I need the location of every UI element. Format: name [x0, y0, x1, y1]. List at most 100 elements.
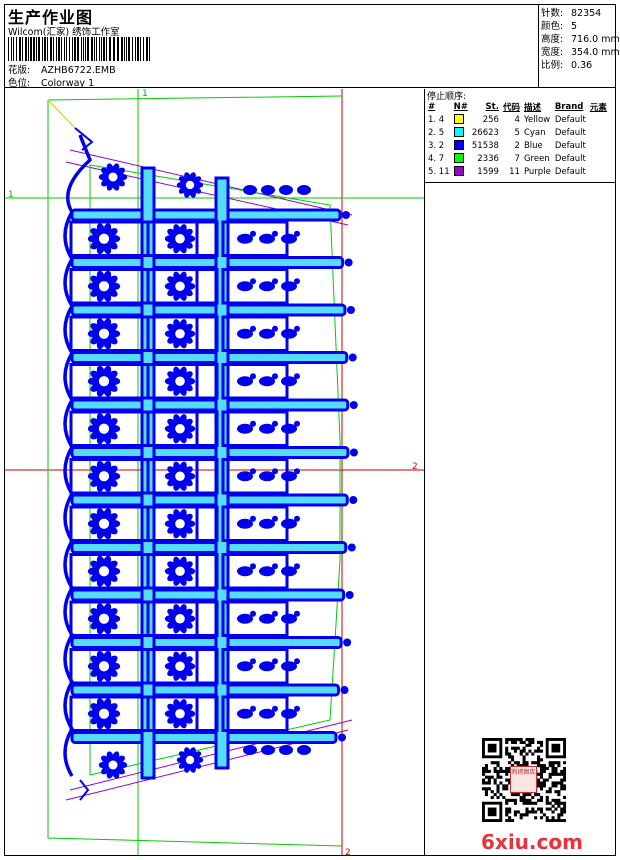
flower-mid-petal [173, 319, 181, 331]
flower-left-center [98, 708, 110, 719]
flower-left-petal [103, 385, 112, 397]
col-header: # [428, 101, 436, 112]
horizontal-bar [70, 541, 348, 554]
panel-cell [146, 648, 219, 685]
flower-mid-petal [173, 224, 181, 236]
row-index: 3. 2 [428, 140, 445, 151]
flower-mid-petal [173, 271, 181, 283]
horizontal-bar [70, 303, 347, 317]
leaf-bud [250, 563, 256, 570]
flower-mid-petal [182, 323, 193, 333]
element [588, 126, 609, 139]
table-header-row: # N# St. 代码 描述 Brand 元素 [426, 100, 609, 113]
flower-left-center [98, 423, 110, 434]
brand: Default [554, 114, 586, 125]
leaf-sprig [259, 708, 275, 719]
panel-cell [69, 505, 199, 542]
panel-cell [221, 600, 289, 637]
flower-left-petal [103, 575, 112, 587]
flower-left-petal [103, 622, 112, 635]
flower-mid-center [175, 708, 185, 719]
leaf-bud [294, 705, 300, 712]
colorway-value: Colorway 1 [41, 78, 95, 89]
flower-left-petal [103, 290, 112, 302]
leaf-bud [250, 658, 256, 665]
leaf-bud [250, 468, 256, 475]
flower-mid-center [175, 376, 185, 387]
flower-top-petal [106, 163, 114, 174]
horizontal-bar [70, 398, 350, 412]
guide-label-h-left: 1 [8, 190, 14, 200]
color-swatch-box [453, 127, 464, 138]
leaf-bud [294, 468, 300, 475]
horizontal-bar [70, 208, 342, 222]
flower-left-center [98, 471, 110, 482]
brand: Default [554, 166, 586, 177]
leaf-bud [250, 278, 256, 285]
stop-sequence-table: # N# St. 代码 描述 Brand 元素 1. 4 256 4 Yellow De… [426, 100, 609, 178]
flower-mid-petal [182, 513, 193, 523]
color-swatch [452, 165, 470, 178]
flower-left-petal [106, 275, 118, 285]
guide-label-v-top: 1 [142, 89, 148, 99]
flower-top-petal [112, 180, 120, 191]
flower-mid-petal [179, 574, 187, 586]
col-header: 描述 [523, 102, 541, 113]
flower-bottom-petal [115, 755, 125, 764]
flower-mid-petal [179, 432, 187, 444]
bar-end-knob [345, 591, 354, 599]
flower-left-center [98, 613, 110, 624]
leaf-top [279, 185, 293, 195]
panel-cell [69, 410, 199, 447]
panel-cell [146, 363, 219, 400]
leaf-bud [272, 278, 278, 285]
panel-cell [221, 363, 289, 400]
leaf-bud [250, 373, 256, 380]
flower-mid-center [175, 661, 185, 672]
stat-scale: 比例: 0.36 [541, 60, 593, 71]
horizontal-bar [70, 636, 343, 649]
col-header: 元素 [589, 102, 607, 113]
flower-left-petal [103, 480, 112, 492]
flower-mid-petal [173, 509, 181, 521]
flower-left-petal [106, 703, 118, 713]
flower-left-center [98, 233, 110, 244]
leaf-sprig [281, 661, 297, 672]
flower-left-petal [96, 413, 105, 425]
flower-mid-petal [182, 371, 193, 380]
flower-left-petal [96, 365, 105, 378]
flower-top-petal [189, 188, 196, 198]
panel-cell [221, 695, 289, 732]
flower-left-petal [106, 370, 118, 380]
flower-mid-petal [173, 461, 181, 473]
panel-cell [221, 553, 289, 590]
color-description: Yellow [523, 114, 551, 125]
leaf-bud [294, 373, 300, 380]
flower-left-petal [106, 465, 118, 475]
embroidery-design-area: 1 1 2 2 [5, 89, 424, 855]
bar-end-knob [349, 401, 358, 409]
leaf-bud [272, 515, 278, 522]
leaf-sprig [237, 471, 253, 482]
row-index: 1. 4 [428, 114, 445, 125]
flower-left-center [98, 328, 110, 339]
leaf-bud [250, 515, 256, 522]
flower-mid-center [175, 613, 185, 624]
bar-end-knob [346, 306, 355, 314]
flower-mid-center [175, 566, 185, 577]
flower-top-center [108, 172, 118, 182]
colorway-row: 色位: Colorway 1 [8, 75, 94, 89]
element [588, 113, 609, 126]
purple-edge-lines [65, 149, 353, 801]
panel-cell [69, 220, 199, 257]
flower-left-petal [96, 270, 105, 283]
flower-left-center [98, 518, 110, 529]
panel-cell [69, 648, 199, 685]
panel-cell [69, 695, 199, 732]
flower-mid-center [175, 233, 185, 244]
leaf-sprig [259, 281, 275, 292]
color-description: Purple [523, 166, 551, 177]
table-row: 4. 7 2336 7 Green Default [426, 152, 609, 165]
panel-cell [69, 553, 199, 590]
color-code: 4 [514, 114, 520, 125]
